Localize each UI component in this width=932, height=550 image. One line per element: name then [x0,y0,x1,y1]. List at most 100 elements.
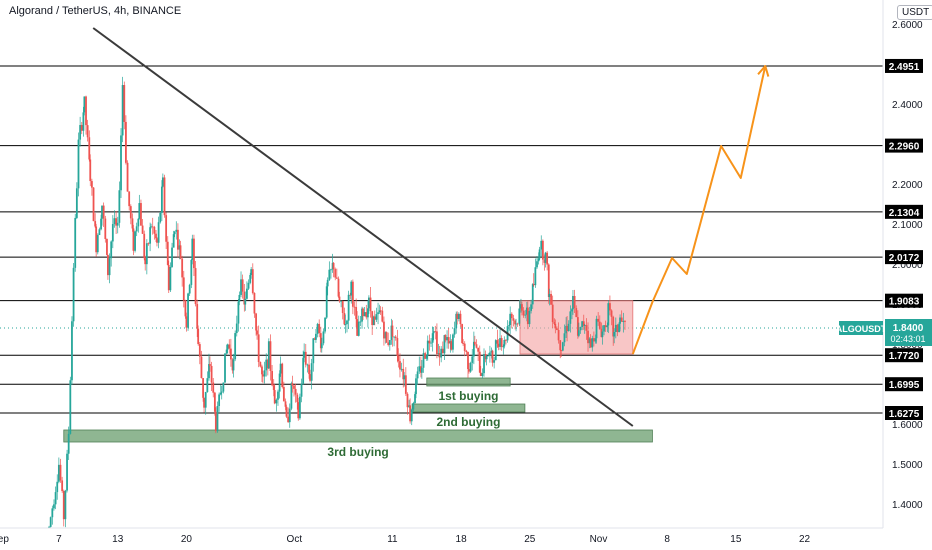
candle-body [220,391,223,393]
candle [431,326,434,352]
candle-body [85,96,87,126]
candle-body [178,245,181,250]
candle [310,358,313,390]
candle [228,339,231,354]
candle [415,374,417,399]
candle [526,301,529,330]
candle [231,358,234,374]
currency-button[interactable]: USDT [897,5,932,20]
candle-body [340,300,342,302]
candle-body [281,363,284,387]
candle-body [416,371,419,379]
candle [172,230,175,248]
candle-body [177,229,179,250]
candle-body [251,269,254,293]
candle [72,263,75,327]
candle [126,160,129,192]
candle-body [500,338,503,348]
candle [543,254,546,271]
candle-body [256,330,258,335]
candle-body [355,307,358,320]
candle-body [493,360,496,363]
candle-body [557,330,560,341]
candle-body [95,226,98,253]
candle [160,180,163,221]
candle [554,319,557,334]
candle-body [616,324,619,333]
candle-body [140,203,142,226]
projection-path [631,65,767,355]
candle [483,348,485,377]
candle-body [191,238,194,260]
candle [546,250,549,271]
candle-body [228,344,231,349]
candle-body [322,331,325,344]
candle [243,283,246,312]
candle-body [505,339,507,341]
y-tick-label: 2.2000 [892,180,923,191]
candle [143,230,146,261]
candle-body [250,269,253,275]
candle-body [88,137,91,160]
candle [571,307,573,320]
candle-body [567,323,570,332]
candle-body [560,350,563,352]
candle [620,310,623,322]
candle-body [241,279,244,292]
candle-body [357,321,360,336]
candle-body [471,356,474,363]
candle [595,315,598,344]
candle-body [350,281,353,296]
candle-body [182,277,185,301]
candle [271,364,273,387]
candle-body [403,375,406,380]
buying-zone-label-3: 3rd buying [327,445,388,459]
candle [121,76,124,143]
candle-body [338,296,341,302]
candle-body [588,338,591,344]
candle [577,322,580,338]
candle-body [512,318,515,321]
level-badge-text: 1.9083 [889,297,920,308]
candle-body [213,392,216,412]
candle [312,338,315,372]
candle [210,361,213,391]
candle-body [409,405,412,422]
candle-body [111,224,114,242]
candle-body [155,233,157,239]
candle-body [48,526,50,528]
candle-body [56,481,59,493]
candle-body [377,312,379,315]
candle-body [69,380,72,434]
level-badge-text: 2.2960 [889,142,920,153]
candle-body [89,159,92,182]
candle-body [312,338,315,364]
candle-body [547,264,550,298]
candle-body [610,310,613,317]
candle-body [469,362,472,372]
candle-body [384,332,387,339]
candle [335,268,338,279]
candle-body [494,340,497,361]
candle [153,225,156,240]
candle [567,320,570,332]
candle-body [328,269,331,280]
candle [468,362,470,374]
candle-body [412,402,415,410]
candle-body [351,281,354,307]
candle [531,283,534,309]
candle [375,307,378,322]
candle [141,218,144,235]
candle-body [483,353,485,374]
candle-body [613,331,616,337]
candle [287,407,290,423]
candle-body [315,333,317,340]
candle-body [110,241,113,259]
candle-body [79,125,82,140]
candle [104,215,107,243]
level-badge-text: 1.7720 [889,351,920,362]
candle-body [559,340,562,351]
candle-body [290,383,293,409]
candle [206,371,209,393]
